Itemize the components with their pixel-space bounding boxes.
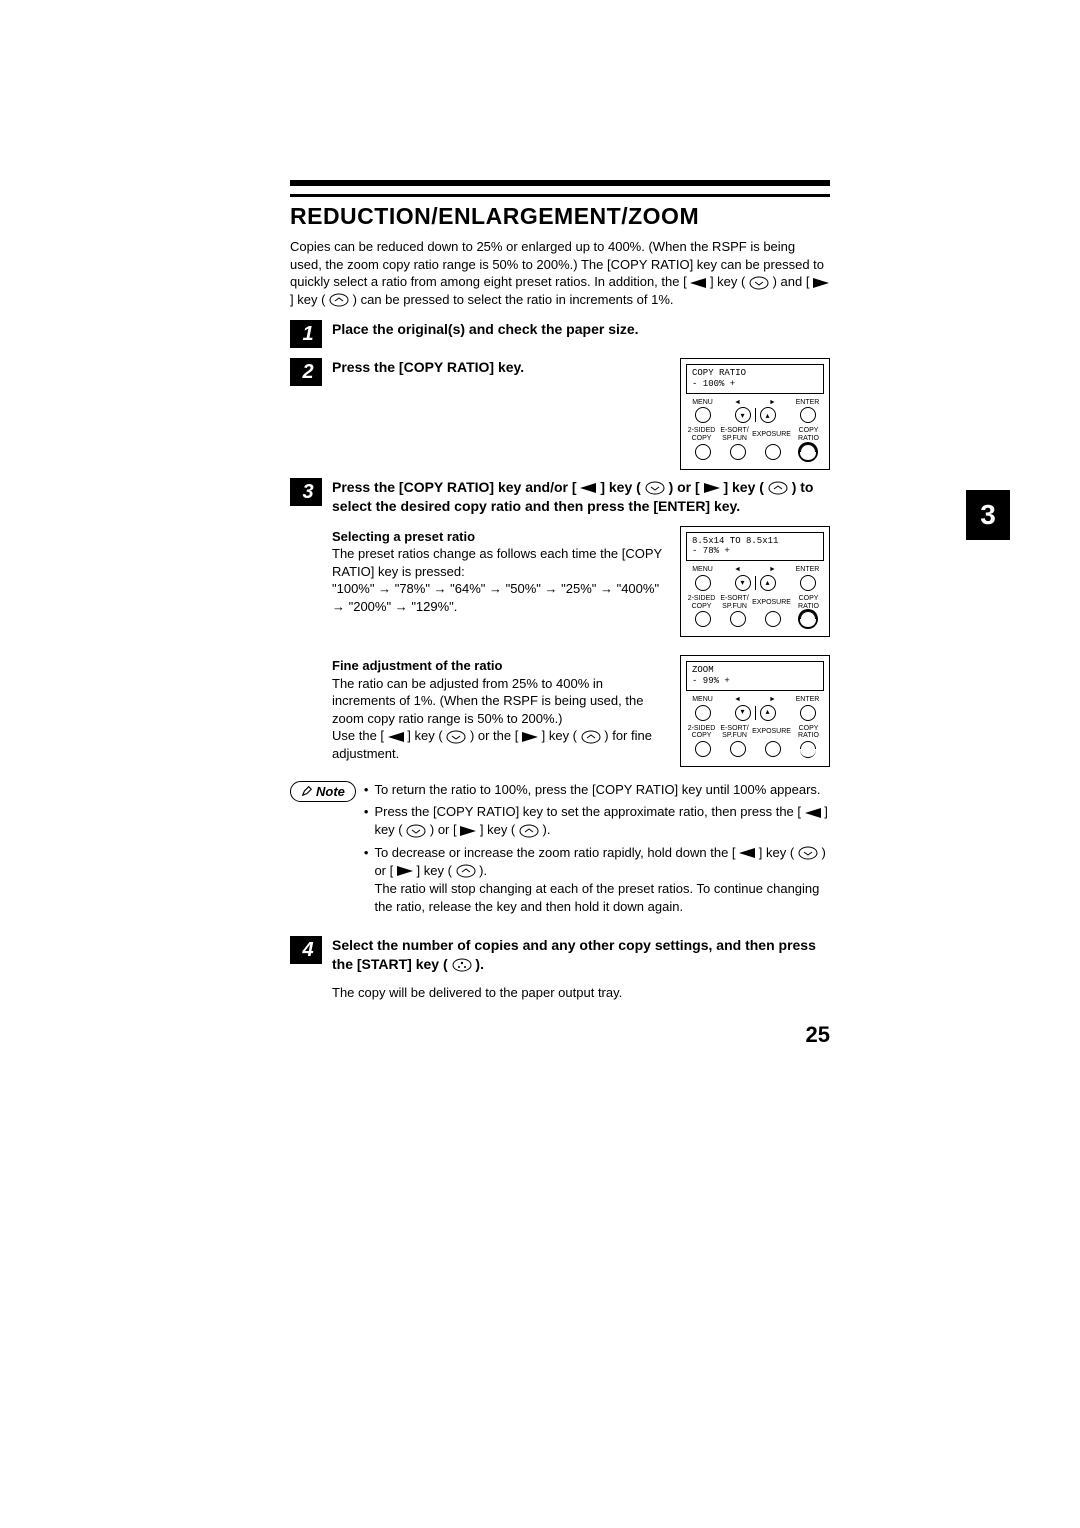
lcd: 8.5x14 TO 8.5x11 - 78% + [686, 532, 824, 562]
triangle-left-icon [690, 278, 706, 288]
pen-icon [301, 785, 313, 797]
step-1-text: Place the original(s) and check the pape… [332, 320, 830, 339]
step-number: 2 [294, 358, 322, 386]
oval-up-icon [768, 481, 788, 495]
step-number: 4 [294, 936, 322, 964]
step-3: 3 Press the [COPY RATIO] key and/or [ ] … [290, 478, 830, 516]
page-number: 25 [290, 1022, 830, 1048]
step-4-body: The copy will be delivered to the paper … [332, 984, 830, 1002]
preset-heading: Selecting a preset ratio [332, 528, 664, 546]
lbl-exposure: EXPOSURE [752, 431, 791, 439]
note-block: Note • To return the ratio to 100%, pres… [290, 781, 830, 920]
lcd-line2: - 100% + [692, 379, 818, 390]
down-button-icon: ▾ [735, 407, 751, 423]
note-label: Note [316, 784, 345, 799]
display-panel-3: ZOOM - 99% + MENU ◄ ► ENTER ▾ ▴ [680, 655, 830, 767]
fine-heading: Fine adjustment of the ratio [332, 657, 664, 675]
lcd-line1: COPY RATIO [692, 368, 818, 379]
triangle-left-icon [739, 848, 755, 858]
note-pill: Note [290, 781, 356, 802]
copyratio-button-icon [800, 444, 816, 460]
oval-up-icon [519, 824, 539, 838]
note-item: • To decrease or increase the zoom ratio… [364, 844, 830, 917]
triangle-right-icon [813, 278, 829, 288]
triangle-right-icon [522, 732, 538, 742]
intro-p5: ) can be pressed to select the ratio in … [353, 292, 674, 307]
triangle-left-icon [580, 483, 596, 493]
step-4-text: Select the number of copies and any othe… [332, 936, 830, 974]
triangle-right-icon [704, 483, 720, 493]
page-title: REDUCTION/ENLARGEMENT/ZOOM [290, 203, 830, 230]
triangle-right-icon [397, 866, 413, 876]
rule-thin [290, 194, 830, 197]
step-number: 1 [294, 320, 322, 348]
up-button-icon: ▴ [760, 407, 776, 423]
note-item: • Press the [COPY RATIO] key to set the … [364, 803, 830, 839]
lbl-esort: E-SORT/ SP.FUN [719, 427, 750, 442]
lbl-2sided: 2-SIDED COPY [686, 427, 717, 442]
lcd-line2: - 78% + [692, 546, 818, 557]
step-3-text: Press the [COPY RATIO] key and/or [ ] ke… [332, 478, 830, 516]
exposure-button-icon [765, 444, 781, 460]
copyratio-button-icon [800, 611, 816, 627]
lcd-line1: 8.5x14 TO 8.5x11 [692, 536, 818, 547]
intro-p2: ] key ( [710, 274, 745, 289]
preset-body: The preset ratios change as follows each… [332, 545, 664, 615]
oval-down-icon [749, 276, 769, 290]
lcd: ZOOM - 99% + [686, 661, 824, 691]
lcd-line2: - 99% + [692, 676, 818, 687]
oval-up-icon [329, 293, 349, 307]
oval-up-icon [581, 730, 601, 744]
esort-button-icon [730, 444, 746, 460]
intro-p4: ] key ( [290, 292, 325, 307]
enter-button-icon [800, 575, 816, 591]
lbl-menu: MENU [686, 399, 719, 407]
up-button-icon: ▴ [760, 705, 776, 721]
oval-up-icon [456, 864, 476, 878]
lbl-copyratio: COPY RATIO [793, 427, 824, 442]
display-panel-1: COPY RATIO - 100% + MENU ◄ ► ENTER ▾ ▴ [680, 358, 830, 470]
down-button-icon: ▾ [735, 575, 751, 591]
lcd: COPY RATIO - 100% + [686, 364, 824, 394]
lbl-left: ◄ [721, 399, 754, 407]
step-1: 1 Place the original(s) and check the pa… [290, 320, 830, 348]
oval-down-icon [798, 846, 818, 860]
enter-button-icon [800, 407, 816, 423]
intro-p3: ) and [ [773, 274, 810, 289]
2sided-button-icon [695, 444, 711, 460]
step-2-text: Press the [COPY RATIO] key. [332, 358, 664, 377]
step-number: 3 [294, 478, 322, 506]
note-item: • To return the ratio to 100%, press the… [364, 781, 830, 799]
oval-down-icon [406, 824, 426, 838]
rule-thick [290, 180, 830, 186]
step-2: 2 Press the [COPY RATIO] key. [290, 358, 664, 386]
manual-page: 3 REDUCTION/ENLARGEMENT/ZOOM Copies can … [130, 0, 950, 1148]
step-4: 4 Select the number of copies and any ot… [290, 936, 830, 974]
start-key-icon [452, 958, 472, 972]
lbl-enter: ENTER [791, 399, 824, 407]
oval-down-icon [645, 481, 665, 495]
down-button-icon: ▾ [735, 705, 751, 721]
up-button-icon: ▴ [760, 575, 776, 591]
intro-text: Copies can be reduced down to 25% or enl… [290, 238, 830, 308]
menu-button-icon [695, 407, 711, 423]
triangle-right-icon [460, 826, 476, 836]
lbl-right: ► [756, 399, 789, 407]
chapter-tab: 3 [966, 490, 1010, 540]
display-panel-2: 8.5x14 TO 8.5x11 - 78% + MENU ◄ ► ENTER … [680, 526, 830, 638]
lcd-line1: ZOOM [692, 665, 818, 676]
fine-body: The ratio can be adjusted from 25% to 40… [332, 675, 664, 763]
menu-button-icon [695, 575, 711, 591]
triangle-left-icon [388, 732, 404, 742]
oval-down-icon [446, 730, 466, 744]
triangle-left-icon [805, 808, 821, 818]
